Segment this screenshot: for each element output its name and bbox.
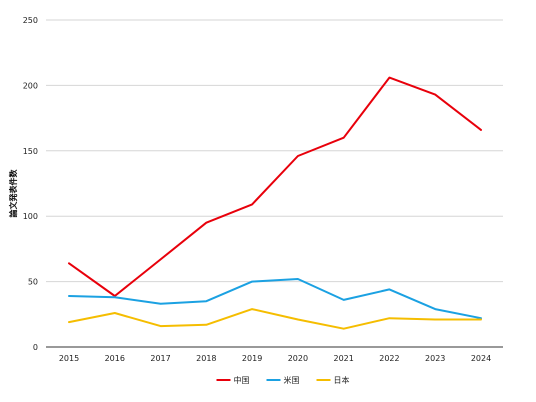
y-axis-title: 論文発表件数 (8, 169, 18, 218)
series-line-1 (68, 278, 482, 320)
legend: 中国 米国 日本 (216, 375, 350, 385)
x-tick-label: 2015 (59, 354, 79, 363)
gridlines (46, 19, 503, 283)
legend-item: 米国 (266, 375, 300, 385)
legend-item: 日本 (316, 375, 350, 385)
x-tick-label: 2022 (379, 354, 399, 363)
legend-label: 米国 (284, 375, 300, 385)
x-tick-label: 2017 (150, 354, 170, 363)
y-tick-label: 250 (23, 16, 38, 25)
y-tick-label: 50 (28, 278, 38, 287)
y-tick-label: 150 (23, 147, 38, 156)
x-tick-label: 2019 (242, 354, 262, 363)
x-tick-label: 2024 (471, 354, 491, 363)
legend-label: 中国 (234, 375, 250, 385)
series-line-0 (68, 76, 482, 297)
x-tick-label: 2023 (425, 354, 445, 363)
y-tick-label: 200 (23, 81, 38, 90)
series-lines (68, 76, 482, 330)
x-tick-label: 2016 (105, 354, 125, 363)
y-tick-label: 100 (23, 212, 38, 221)
x-tick-label: 2021 (333, 354, 353, 363)
x-tick-label: 2018 (196, 354, 216, 363)
series-line-2 (68, 308, 482, 330)
y-tick-label: 0 (33, 343, 38, 352)
legend-item: 中国 (216, 375, 250, 385)
x-tick-label: 2020 (288, 354, 308, 363)
y-tick-labels: 0 50 100 150 200 250 (23, 16, 38, 352)
x-tick-labels: 2015 2016 2017 2018 2019 2020 2021 2022 2023 2024 (59, 354, 491, 363)
legend-label: 日本 (334, 375, 350, 385)
